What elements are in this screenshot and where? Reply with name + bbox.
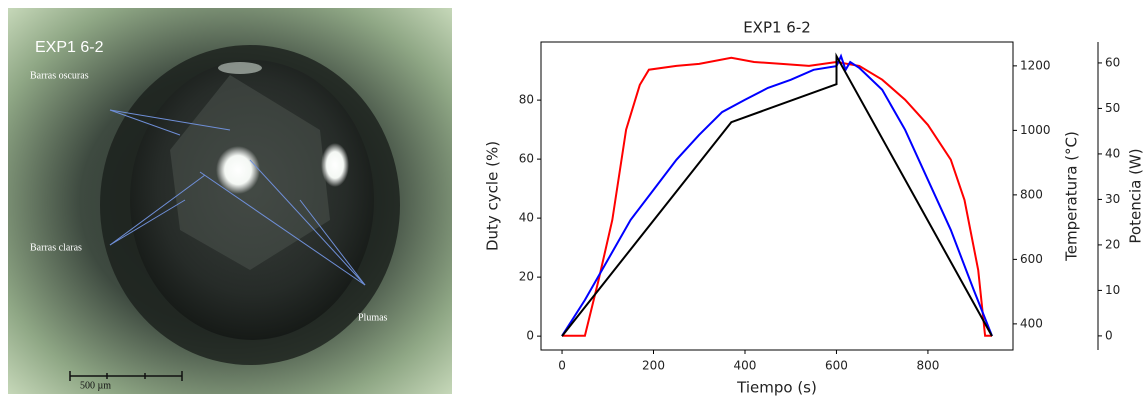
y3-tick-label: 60 xyxy=(1105,55,1120,69)
annotation-arrows xyxy=(109,109,366,286)
y-axis-label: Duty cycle (%) xyxy=(484,141,502,251)
y-tick-label: 40 xyxy=(519,211,534,225)
scale-label: 500 µm xyxy=(80,380,111,391)
x-tick-label: 0 xyxy=(558,359,566,373)
plot-frame xyxy=(540,41,1014,351)
micrograph: EXP1 6-2 Barras oscuras Barras claras Pl… xyxy=(8,8,452,394)
y-tick-label: 20 xyxy=(519,270,534,284)
y3-tick-label: 0 xyxy=(1105,328,1113,342)
y3-axis-label: Potencia (W) xyxy=(1127,148,1145,243)
y2-tick-label: 600 xyxy=(1020,252,1043,266)
y-tick-label: 60 xyxy=(519,152,534,166)
y3-tick-label: 50 xyxy=(1105,101,1120,115)
y-tick-label: 0 xyxy=(526,329,534,343)
y3-tick-label: 40 xyxy=(1105,146,1120,160)
series-line xyxy=(562,56,992,337)
annotation: Barras claras xyxy=(30,242,82,253)
x-axis-label: Tiempo (s) xyxy=(736,379,817,397)
series-line xyxy=(561,52,993,337)
y2-axis-label: Temperatura (°C) xyxy=(1063,131,1081,262)
x-tick-label: 400 xyxy=(734,359,757,373)
y2-tick-label: 800 xyxy=(1020,187,1043,201)
chart-title: EXP1 6-2 xyxy=(743,19,811,37)
y-tick-label: 80 xyxy=(519,93,534,107)
image-title: EXP1 6-2 xyxy=(35,39,104,56)
y2-tick-label: 400 xyxy=(1020,316,1043,330)
scale-bar xyxy=(69,371,183,381)
y3-tick-label: 10 xyxy=(1105,283,1120,297)
y3-tick-label: 30 xyxy=(1105,192,1120,206)
y3-tick-label: 20 xyxy=(1105,237,1120,251)
x-tick-label: 600 xyxy=(825,359,848,373)
x-tick-label: 800 xyxy=(916,359,939,373)
y2-tick-label: 1000 xyxy=(1020,123,1051,137)
x-tick-label: 200 xyxy=(642,359,665,373)
annotation: Barras oscuras xyxy=(30,70,89,81)
annotation: Plumas xyxy=(358,312,388,323)
series-line xyxy=(561,53,993,337)
y2-tick-label: 1200 xyxy=(1020,58,1051,72)
